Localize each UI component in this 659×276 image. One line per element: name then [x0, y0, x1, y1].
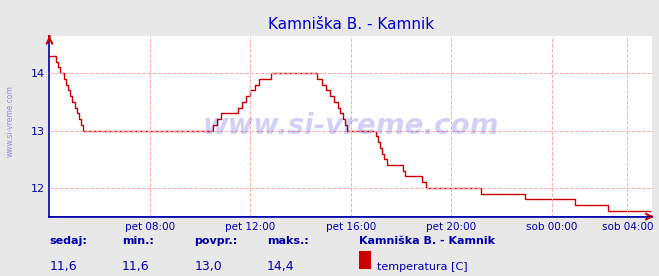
- Text: www.si-vreme.com: www.si-vreme.com: [5, 86, 14, 157]
- Text: 11,6: 11,6: [49, 260, 77, 273]
- Text: povpr.:: povpr.:: [194, 236, 238, 246]
- Text: temperatura [C]: temperatura [C]: [377, 262, 468, 272]
- Text: maks.:: maks.:: [267, 236, 308, 246]
- Text: 13,0: 13,0: [194, 260, 222, 273]
- Text: sedaj:: sedaj:: [49, 236, 87, 246]
- Text: www.si-vreme.com: www.si-vreme.com: [203, 112, 499, 140]
- Text: 14,4: 14,4: [267, 260, 295, 273]
- Title: Kamniška B. - Kamnik: Kamniška B. - Kamnik: [268, 17, 434, 32]
- Text: min.:: min.:: [122, 236, 154, 246]
- Text: 11,6: 11,6: [122, 260, 150, 273]
- Text: Kamniška B. - Kamnik: Kamniška B. - Kamnik: [359, 236, 495, 246]
